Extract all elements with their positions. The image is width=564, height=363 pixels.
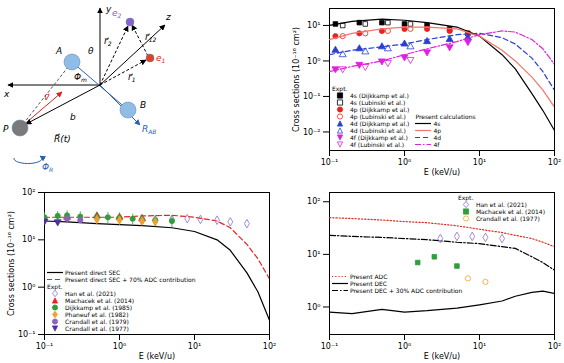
svg-text:Cross sections (10⁻¹⁶ cm²): Cross sections (10⁻¹⁶ cm²)	[292, 27, 301, 132]
svg-text:10¹: 10¹	[22, 235, 35, 244]
html-text:4d (Dijkkamp et al.): 4d (Dijkkamp et al.)	[350, 120, 410, 127]
svg-text:10²: 10²	[307, 197, 320, 206]
html-text:4s: 4s	[433, 120, 441, 127]
html-text:4f: 4f	[433, 141, 440, 148]
html-text:Han et al. (2021): Han et al. (2021)	[65, 290, 116, 297]
svg-text:10⁻¹: 10⁻¹	[303, 92, 321, 101]
svg-text:b: b	[70, 112, 76, 122]
svg-text:z: z	[165, 12, 171, 22]
svg-text:10⁰: 10⁰	[307, 303, 320, 312]
html-text:4p (Dijkkamp et al.): 4p (Dijkkamp et al.)	[350, 106, 410, 113]
html-text:Present DEC: Present DEC	[350, 279, 387, 287]
html-text:Present calculations: Present calculations	[415, 113, 476, 120]
html-text:Present direct SEC + 70% ADC c: Present direct SEC + 70% ADC contributio…	[65, 276, 196, 283]
html-text:Present ADC: Present ADC	[350, 272, 388, 280]
svg-text:10²: 10²	[263, 342, 276, 351]
html-text:4f (Lubinski et al.): 4f (Lubinski et al.)	[350, 141, 405, 148]
html-text:4p (Lubinski et al.): 4p (Lubinski et al.)	[350, 113, 406, 120]
svg-text:10⁰: 10⁰	[307, 56, 320, 65]
svg-text:r⃗1: r⃗1	[128, 72, 136, 83]
svg-text:Cross sections (10⁻¹⁶ cm²): Cross sections (10⁻¹⁶ cm²)	[7, 211, 16, 316]
svg-text:B: B	[140, 100, 146, 110]
html-text:Expt.: Expt.	[457, 194, 474, 201]
html-text:4s (Lubinski et al.): 4s (Lubinski et al.)	[350, 99, 406, 106]
svg-text:E (keV/u): E (keV/u)	[424, 352, 460, 361]
html-text:Dijkkamp et al. (1985): Dijkkamp et al. (1985)	[65, 304, 133, 311]
html-text:Crandall et al. (1979): Crandall et al. (1979)	[65, 318, 129, 325]
svg-text:10²: 10²	[548, 342, 561, 351]
html-text:4p: 4p	[433, 127, 442, 134]
svg-text:10²: 10²	[548, 158, 561, 167]
html-text:Present DEC + 30% ADC contribu: Present DEC + 30% ADC contribution	[350, 286, 463, 294]
svg-text:v⃗: v⃗	[44, 92, 50, 102]
svg-text:A: A	[55, 46, 62, 56]
svg-text:10⁻¹: 10⁻¹	[321, 342, 339, 351]
html-text:4f (Dijkkamp et al.): 4f (Dijkkamp et al.)	[350, 134, 408, 141]
html-text:Machacek et al. (2014): Machacek et al. (2014)	[65, 297, 135, 304]
svg-text:10¹: 10¹	[473, 158, 486, 167]
svg-text:P: P	[3, 124, 9, 134]
svg-text:ΦR: ΦR	[42, 162, 53, 173]
svg-text:e1: e1	[156, 53, 165, 64]
svg-text:10⁻²: 10⁻²	[303, 127, 321, 136]
svg-text:r⃗12: r⃗12	[145, 32, 157, 43]
html-text:Expt.: Expt.	[332, 85, 348, 92]
html-text:Crandall et al. (1977): Crandall et al. (1977)	[475, 215, 540, 222]
svg-text:θ: θ	[88, 46, 94, 56]
svg-text:Φm: Φm	[74, 72, 87, 83]
svg-text:RAB: RAB	[142, 124, 157, 135]
svg-text:10⁰: 10⁰	[398, 342, 411, 351]
svg-text:10⁻¹: 10⁻¹	[321, 158, 339, 167]
svg-text:R⃗(t): R⃗(t)	[54, 133, 71, 144]
svg-text:10¹: 10¹	[188, 342, 201, 351]
html-text:Han et al. (2021): Han et al. (2021)	[475, 201, 527, 208]
svg-text:e2: e2	[112, 8, 122, 19]
svg-text:x: x	[3, 89, 10, 99]
html-text:Crandall et al. (1977): Crandall et al. (1977)	[65, 325, 129, 332]
svg-text:10¹: 10¹	[473, 342, 486, 351]
svg-text:10⁻¹: 10⁻¹	[18, 330, 36, 339]
svg-text:10⁰: 10⁰	[113, 342, 126, 351]
html-text:4s (Dijkkamp et al.): 4s (Dijkkamp et al.)	[350, 92, 409, 99]
html-text:Expt.: Expt.	[47, 283, 63, 290]
svg-text:10⁻¹: 10⁻¹	[36, 342, 54, 351]
html-text:Phaneuf et al. (1982): Phaneuf et al. (1982)	[65, 311, 129, 318]
html-text:4d: 4d	[433, 134, 442, 141]
svg-text:10¹: 10¹	[307, 250, 320, 259]
svg-text:r⃗2: r⃗2	[104, 36, 112, 47]
svg-text:10⁰: 10⁰	[398, 158, 411, 167]
svg-text:10²: 10²	[22, 188, 35, 197]
svg-text:10¹: 10¹	[307, 21, 320, 30]
svg-text:E (keV/u): E (keV/u)	[139, 352, 175, 361]
html-text:4d (Lubinski et al.): 4d (Lubinski et al.)	[350, 127, 406, 134]
svg-text:E (keV/u): E (keV/u)	[424, 168, 460, 177]
html-text:Present direct SEC: Present direct SEC	[65, 269, 121, 276]
html-text:Machacek et al. (2014): Machacek et al. (2014)	[475, 208, 545, 215]
svg-text:10⁰: 10⁰	[22, 283, 35, 292]
svg-text:y: y	[105, 4, 112, 14]
